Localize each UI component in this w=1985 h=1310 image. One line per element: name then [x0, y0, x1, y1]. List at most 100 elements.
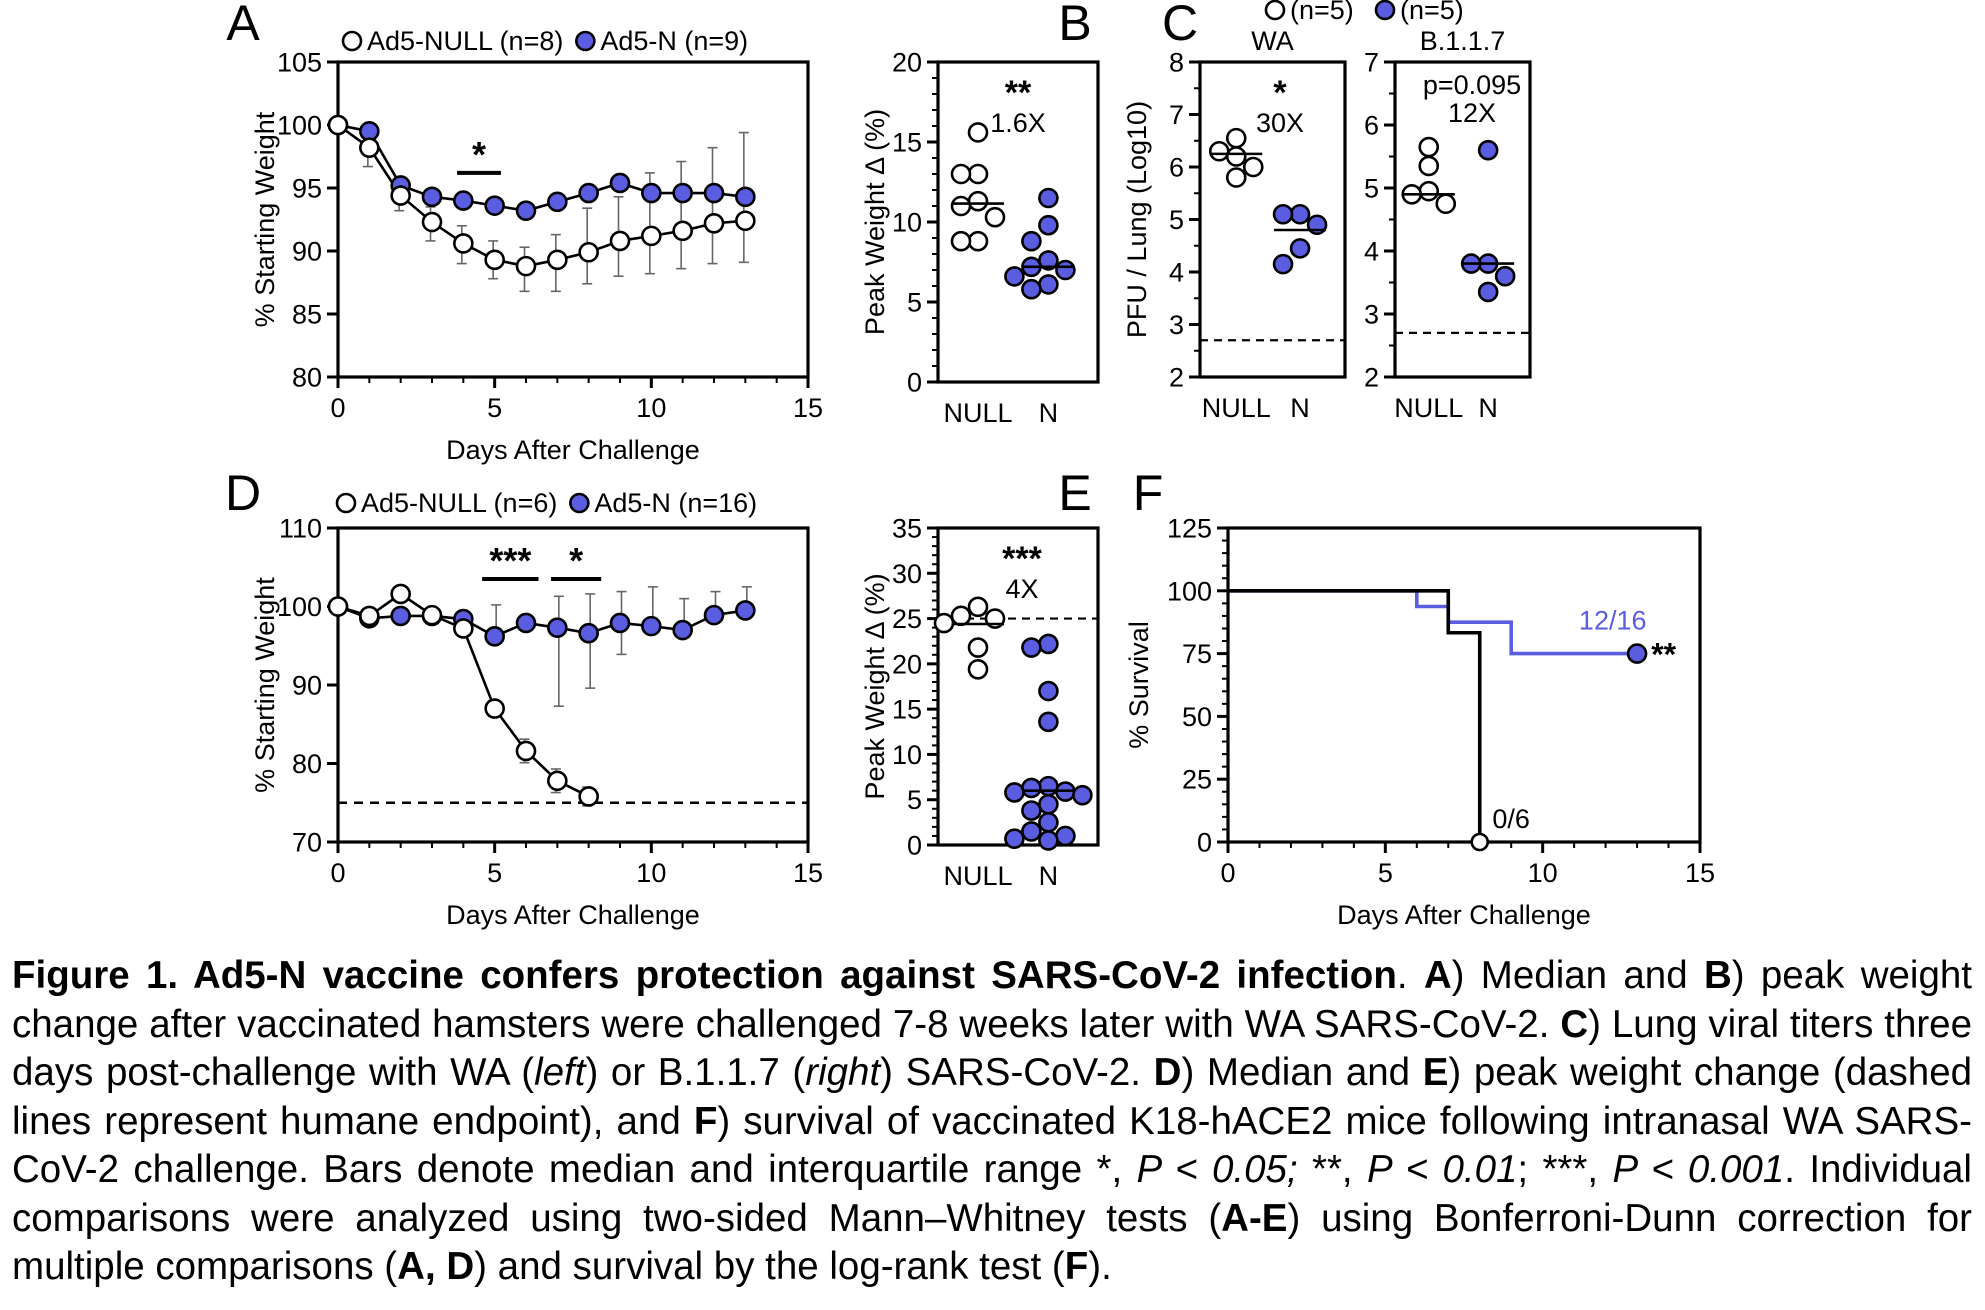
caption-text: ) Median and [1181, 1051, 1423, 1094]
panel-F-significance-label: ** [1651, 637, 1676, 673]
panel-E-point [1038, 633, 1059, 655]
panel-C2-point [1435, 193, 1457, 215]
panel-A-legend-entry: Ad5-N (n=9) [600, 26, 748, 56]
panel-C1-ylabel: PFU / Lung (Log10) [1122, 101, 1152, 338]
panel-E-point [1004, 828, 1025, 849]
panel-D-ytick-label: 100 [277, 592, 322, 622]
panel-B-annotation: ** [1005, 74, 1032, 112]
panel-D-point [515, 740, 537, 762]
panel-A-xtick-label: 10 [636, 393, 666, 423]
caption-text: ) Lung viral titers three days post-chal… [12, 1002, 1973, 1095]
panel-B-point [1021, 278, 1042, 300]
panel-A-point [515, 255, 537, 277]
panel-D-ytick-label: 110 [279, 514, 322, 544]
panel-B-xtick-label: NULL [943, 398, 1012, 428]
panel-A-point [703, 212, 725, 234]
caption-ref: F [1064, 1245, 1089, 1288]
panel-E-point [1038, 680, 1059, 702]
panel-B-ylabel: Peak Weight Δ (%) [860, 109, 890, 335]
panel-D-legend-entry: Ad5-NULL (n=6) [361, 488, 557, 518]
panel-B-ytick-label: 10 [892, 208, 922, 238]
panel-D-point [609, 612, 631, 634]
panel-B-point [967, 190, 989, 212]
panel-E-ytick-label: 15 [892, 695, 922, 725]
panel-C1-point [1208, 140, 1230, 162]
panel-A-legend-marker [341, 30, 363, 52]
panel-D-point [672, 619, 693, 641]
caption-ref: A [1423, 954, 1452, 997]
panel-C2-ytick-label: 4 [1364, 237, 1379, 267]
panel-C2-subtitle: B.1.1.7 [1420, 26, 1506, 56]
panel-B-point [1038, 214, 1059, 236]
panel-C2-point [1418, 155, 1440, 177]
panel-F-survival-curve [1228, 588, 1638, 656]
panel-D-legend-marker [569, 492, 590, 514]
caption-text: ) using Bonferroni-Dunn correction for m… [12, 1196, 1972, 1289]
caption-italic: P < 0.001 [1612, 1148, 1785, 1191]
panel-E-label: E [1058, 465, 1091, 521]
panel-B-point [950, 163, 972, 185]
panel-F-end-marker [1626, 643, 1648, 664]
panel-E-point [1055, 825, 1076, 847]
panel-B-point [950, 195, 972, 217]
panel-D-xtick-label: 0 [330, 858, 345, 888]
panel-F-ytick-label: 100 [1167, 576, 1212, 606]
panel-E-point [1038, 711, 1059, 733]
panel-A-point [703, 182, 725, 204]
panel-E-ytick-label: 0 [907, 831, 922, 861]
panel-C1-subtitle: WA [1251, 26, 1294, 56]
panel-D-point [578, 786, 599, 807]
panel-A-xtick-label: 5 [487, 393, 502, 423]
panel-C1-annotation: * [1273, 74, 1287, 112]
panel-E-point [933, 612, 955, 634]
panel-C1-ytick-label: 8 [1169, 48, 1184, 78]
panel-C2-ytick-label: 6 [1364, 111, 1379, 141]
panel-F-axes [1226, 526, 1702, 844]
panel-A-ylabel: % Starting Weight [250, 111, 280, 327]
panel-D-legend-marker [335, 492, 357, 514]
panel-C1-point [1225, 146, 1247, 167]
panel-C1-point [1225, 167, 1247, 188]
panel-C1-legend-entry: (n=5) [1400, 0, 1464, 25]
panel-D-xlabel: Days After Challenge [446, 900, 700, 930]
panel-E-point [1038, 830, 1059, 851]
panel-B-ytick-label: 15 [892, 128, 922, 158]
panel-F-ylabel: % Survival [1124, 621, 1154, 749]
panel-E-point [1004, 782, 1025, 803]
panel-F-end-marker [1470, 832, 1490, 852]
caption-ref: A-E [1221, 1196, 1288, 1240]
panel-E-point [1038, 793, 1059, 815]
panel-F-ytick-label: 25 [1182, 765, 1212, 795]
panel-D-point [515, 612, 537, 634]
panel-A-xlabel: Days After Challenge [446, 435, 700, 465]
caption-figure-label: Figure 1. Ad5-N vaccine confers protecti… [12, 954, 1397, 997]
panel-B-point [967, 122, 989, 143]
panel-E-ytick-label: 25 [892, 604, 922, 634]
panel-D-label: D [225, 465, 261, 521]
panel-A-point [672, 182, 693, 204]
panel-F-xtick-label: 5 [1378, 858, 1393, 888]
panel-D-point [641, 615, 662, 637]
panel-E-point [1038, 775, 1059, 797]
panel-D-ytick-label: 80 [292, 749, 322, 779]
panel-F-xtick-label: 0 [1220, 858, 1235, 888]
panel-D-xtick-label: 5 [487, 858, 502, 888]
panel-C1-legend-marker [1374, 0, 1396, 21]
panel-D-point [390, 583, 411, 605]
caption-ref: F [693, 1099, 718, 1143]
caption-text: . [1396, 954, 1424, 997]
panel-F-ytick-label: 125 [1167, 514, 1212, 544]
panel-D-point [578, 622, 599, 644]
panel-A-point [453, 190, 474, 211]
panel-D-point [547, 617, 568, 638]
caption-text: ; ***, [1517, 1148, 1613, 1191]
panel-D-point [484, 626, 505, 647]
panel-D-point [390, 605, 411, 627]
panel-A-point [515, 200, 537, 221]
panel-E-point [950, 605, 972, 627]
panel-F-null-survived-label: 0/6 [1492, 804, 1530, 834]
panel-B-label: B [1058, 0, 1091, 51]
panel-A-ytick-label: 105 [277, 48, 322, 78]
panel-F-ytick-label: 50 [1182, 702, 1212, 732]
panel-A-point [421, 186, 443, 208]
